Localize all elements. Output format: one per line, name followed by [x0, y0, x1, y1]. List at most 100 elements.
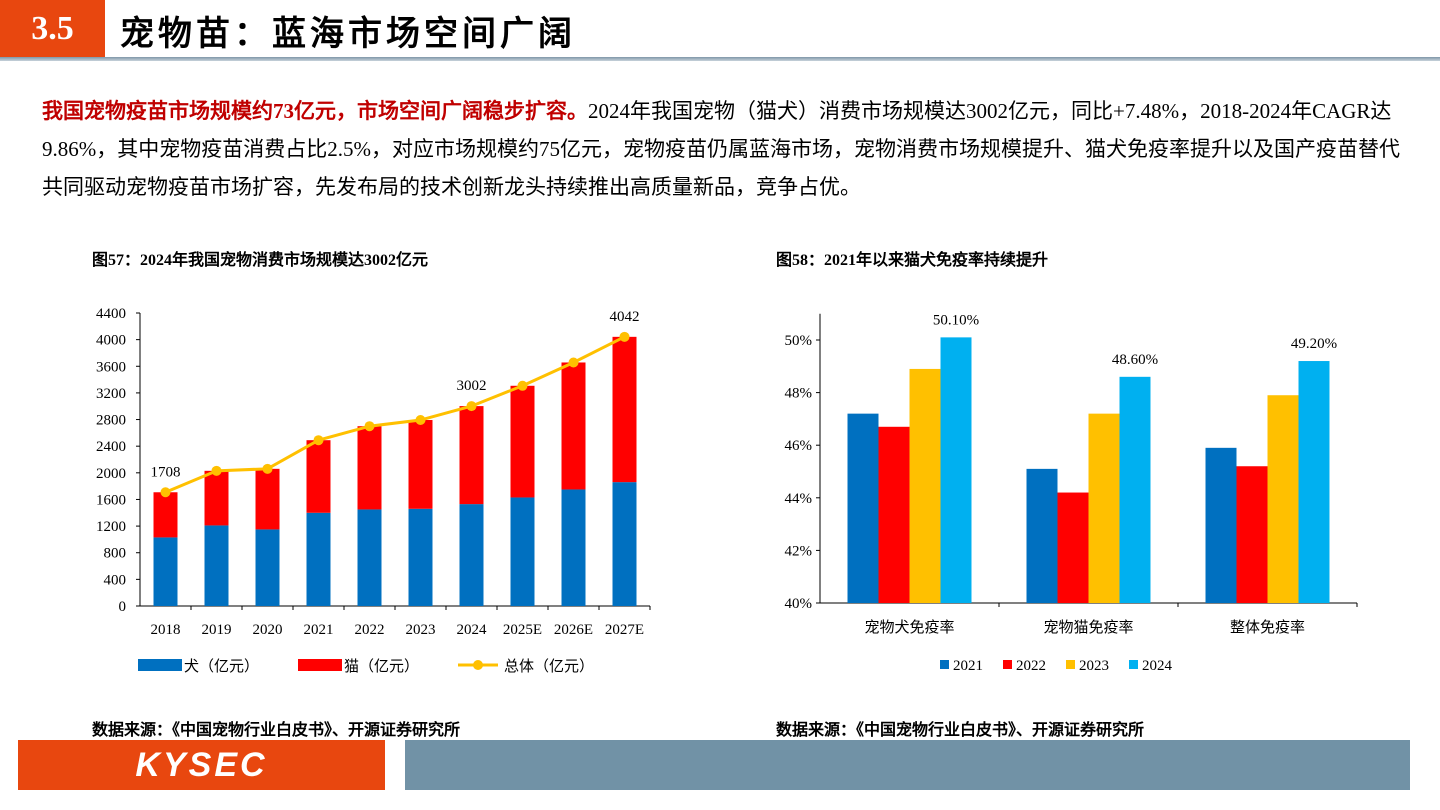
legend-label: 猫（亿元）: [344, 658, 419, 675]
legend-swatch: [940, 660, 949, 669]
bar-2023: [1267, 395, 1299, 603]
legend-label: 2023: [1079, 658, 1109, 674]
bar-dog: [306, 512, 331, 606]
point-total: [568, 357, 579, 368]
legend-label: 2024: [1142, 658, 1173, 674]
bar-dog: [510, 497, 535, 606]
legend-label: 2021: [953, 658, 983, 674]
chart2-source: 数据来源：《中国宠物行业白皮书》、开源证券研究所: [776, 722, 1145, 739]
bar-dog: [357, 509, 382, 606]
y-tick-label: 800: [104, 546, 127, 562]
bar-dog: [408, 508, 433, 606]
y-tick-label: 48%: [785, 386, 813, 402]
legend-swatch: [1129, 660, 1138, 669]
x-tick-label: 2022: [355, 622, 385, 638]
market-size-chart: 0 400 800 1200 1600 2000 2400 2800 3200 3600 4000 4…: [96, 306, 651, 675]
bar-cat: [357, 426, 382, 510]
point-total: [517, 380, 528, 391]
x-tick-label: 2020: [253, 622, 283, 638]
point-total: [415, 415, 426, 426]
bar-2021: [847, 413, 879, 603]
bar-2021: [1205, 447, 1237, 603]
y-tick-label: 4400: [96, 306, 126, 322]
bar-dog: [153, 537, 178, 606]
kysec-logo: KYSEC: [18, 740, 385, 790]
immunization-rate-chart: 40% 42% 44% 46% 48% 50% 50.10% 宠物犬免疫率 48.60% 宠物猫免…: [785, 312, 1358, 674]
x-tick-label: 整体免疫率: [1230, 619, 1305, 636]
bar-cat: [510, 385, 535, 498]
y-tick-label: 400: [104, 572, 127, 588]
y-tick-label: 1200: [96, 519, 126, 535]
x-tick-label: 宠物犬免疫率: [864, 619, 954, 636]
bar-cat: [561, 362, 586, 490]
bar-cat: [204, 470, 229, 526]
data-label: 4042: [610, 309, 640, 325]
body-text: 2024年我国宠物（猫犬）消费市场规模达3002亿元，同比+7.48%，2018…: [42, 99, 1400, 199]
x-tick-label: 2023: [406, 622, 436, 638]
y-tick-label: 3600: [96, 359, 126, 375]
y-tick-label: 40%: [785, 596, 813, 612]
y-tick-label: 2800: [96, 413, 126, 429]
summary-paragraph: 我国宠物疫苗市场规模约73亿元，市场空间广阔稳步扩容。2024年我国宠物（猫犬）…: [42, 92, 1412, 206]
y-tick-label: 46%: [785, 438, 813, 454]
footer-bar: [405, 740, 1410, 790]
x-tick-label: 2024: [457, 622, 488, 638]
legend-label: 2022: [1016, 658, 1046, 674]
section-number: 3.5: [0, 0, 105, 58]
data-label: 48.60%: [1112, 352, 1158, 368]
bar-2023: [1088, 413, 1120, 603]
y-tick-label: 1600: [96, 492, 126, 508]
highlight-text: 我国宠物疫苗市场规模约73亿元，市场空间广阔稳步扩容。: [42, 99, 588, 123]
y-tick-label: 42%: [785, 543, 813, 559]
data-label: 49.20%: [1291, 336, 1337, 352]
bar-2023: [909, 368, 941, 603]
bar-dog: [459, 504, 484, 606]
line-total: [164, 335, 626, 494]
bar-2024: [1119, 376, 1151, 603]
x-tick-label: 2027E: [605, 622, 644, 638]
x-tick-label: 2019: [202, 622, 232, 638]
bar-cat: [612, 336, 637, 483]
point-total: [466, 401, 477, 412]
data-label: 50.10%: [933, 312, 979, 328]
bar-2022: [1236, 466, 1268, 603]
legend-swatch: [1066, 660, 1075, 669]
legend-swatch-dog: [138, 659, 182, 671]
x-tick-label: 2021: [304, 622, 334, 638]
chart2-title: 图58：2021年以来猫犬免疫率持续提升: [776, 252, 1049, 269]
bar-cat: [306, 440, 331, 513]
legend-label: 犬（亿元）: [184, 658, 259, 675]
x-tick-label: 宠物猫免疫率: [1043, 619, 1133, 636]
bar-2024: [940, 337, 972, 603]
y-tick-label: 3200: [96, 386, 126, 402]
point-total: [160, 487, 171, 498]
bar-2022: [1057, 492, 1089, 603]
legend-swatch-cat: [298, 659, 342, 671]
chart1-source: 数据来源：《中国宠物行业白皮书》、开源证券研究所: [92, 722, 461, 739]
bar-cat: [255, 468, 280, 530]
data-label: 3002: [457, 378, 487, 394]
point-total: [313, 435, 324, 446]
data-label: 1708: [151, 464, 181, 480]
header-divider: [0, 57, 1440, 61]
point-total: [364, 421, 375, 432]
x-tick-label: 2025E: [503, 622, 542, 638]
x-tick-label: 2026E: [554, 622, 593, 638]
chart1-title: 图57：2024年我国宠物消费市场规模达3002亿元: [92, 252, 429, 269]
bar-2024: [1298, 361, 1330, 603]
point-total: [211, 465, 222, 476]
page-title: 宠物苗：蓝海市场空间广阔: [120, 16, 576, 53]
y-tick-label: 0: [119, 599, 127, 615]
legend-marker-total: [473, 660, 483, 670]
bar-2022: [878, 426, 910, 603]
legend-label: 总体（亿元）: [504, 658, 594, 675]
point-total: [619, 331, 630, 342]
y-tick-label: 50%: [785, 333, 813, 349]
y-tick-label: 2400: [96, 439, 126, 455]
y-tick-label: 44%: [785, 491, 813, 507]
bar-dog: [255, 529, 280, 606]
bar-dog: [204, 525, 229, 606]
bar-dog: [561, 489, 586, 606]
bar-2021: [1026, 468, 1058, 603]
bar-cat: [459, 406, 484, 505]
